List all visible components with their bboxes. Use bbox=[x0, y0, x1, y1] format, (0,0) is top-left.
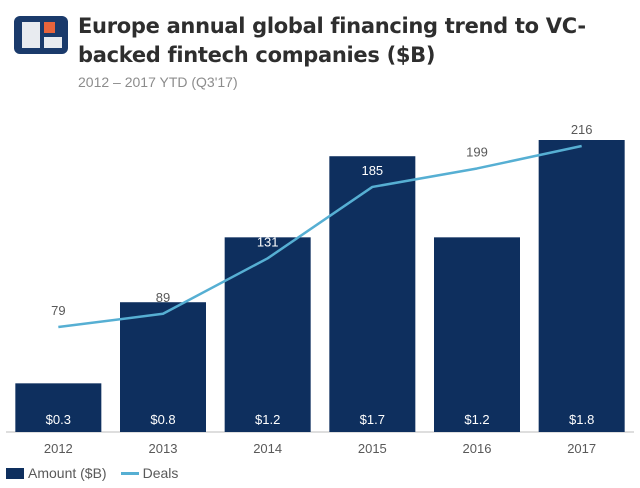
chart-subtitle: 2012 – 2017 YTD (Q3'17) bbox=[78, 74, 238, 90]
bar-label-2017: $1.8 bbox=[569, 412, 594, 427]
deals-label-2016: 199 bbox=[466, 144, 488, 159]
legend-label-deals: Deals bbox=[142, 465, 179, 481]
bar-2017 bbox=[538, 140, 625, 432]
chart-title: Europe annual global financing trend to … bbox=[78, 14, 586, 67]
deals-line bbox=[58, 144, 582, 329]
deals-label-2015: 185 bbox=[361, 163, 383, 178]
bar-labels-group: $0.3 $0.8 $1.2 $1.7 $1.2 $1.8 bbox=[46, 412, 595, 427]
logo-icon bbox=[14, 16, 68, 54]
logo-right-block bbox=[44, 37, 62, 48]
bar-2012 bbox=[15, 383, 102, 432]
logo bbox=[14, 16, 68, 59]
x-tick-2013: 2013 bbox=[149, 441, 178, 456]
logo-left-block bbox=[22, 22, 40, 48]
line-labels-group: 79 89 131 185 199 216 bbox=[51, 122, 592, 318]
legend-item-amount: Amount ($B) bbox=[6, 465, 107, 481]
bar-label-2015: $1.7 bbox=[360, 412, 385, 427]
bar-label-2016: $1.2 bbox=[464, 412, 489, 427]
legend: Amount ($B) Deals bbox=[6, 465, 192, 481]
x-tick-2015: 2015 bbox=[358, 441, 387, 456]
x-tick-2017: 2017 bbox=[567, 441, 596, 456]
legend-swatch-amount bbox=[6, 467, 24, 479]
legend-label-amount: Amount ($B) bbox=[28, 465, 107, 481]
x-tick-2014: 2014 bbox=[253, 441, 282, 456]
x-tick-2012: 2012 bbox=[44, 441, 73, 456]
bars-group bbox=[15, 140, 625, 432]
deals-label-2013: 89 bbox=[156, 290, 170, 305]
legend-swatch-deals bbox=[120, 471, 139, 475]
logo-accent-square bbox=[44, 22, 55, 33]
bar-label-2014: $1.2 bbox=[255, 412, 280, 427]
deals-label-2017: 216 bbox=[571, 122, 593, 137]
bar-2013 bbox=[120, 302, 206, 432]
deals-label-2014: 131 bbox=[257, 234, 279, 249]
bar-2015 bbox=[329, 156, 416, 432]
bar-2016 bbox=[434, 237, 520, 432]
x-tick-labels-group: 2012 2013 2014 2015 2016 2017 bbox=[44, 441, 596, 456]
bar-label-2013: $0.8 bbox=[150, 412, 175, 427]
legend-item-deals: Deals bbox=[120, 465, 179, 481]
bar-2014 bbox=[224, 237, 311, 432]
x-tick-2016: 2016 bbox=[463, 441, 492, 456]
bar-label-2012: $0.3 bbox=[46, 412, 71, 427]
deals-label-2012: 79 bbox=[51, 303, 65, 318]
